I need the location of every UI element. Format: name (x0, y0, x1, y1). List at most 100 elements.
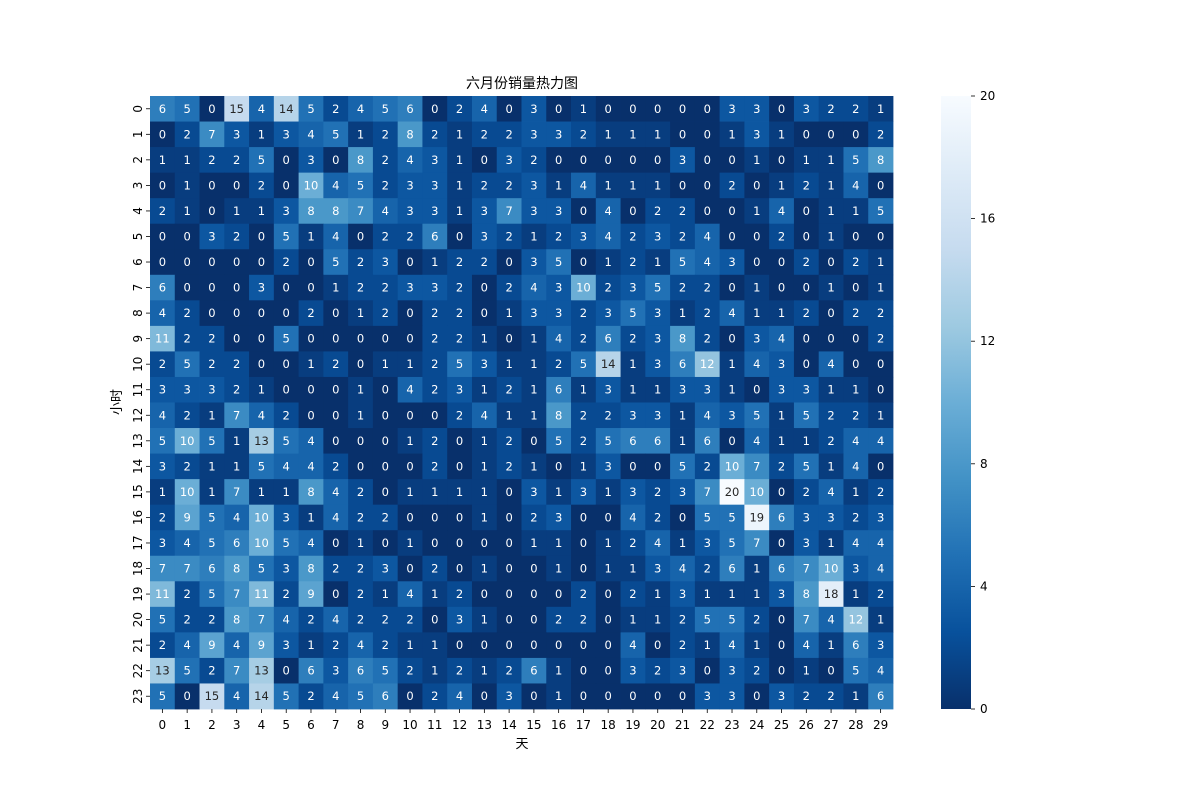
heatmap-cell (571, 325, 597, 352)
heatmap-cell-value: 1 (728, 127, 735, 141)
heatmap-cell-value: 1 (827, 204, 834, 218)
heatmap-cell (843, 683, 869, 710)
heatmap-cell-value: 2 (357, 510, 364, 524)
heatmap-cell-value: 0 (803, 204, 810, 218)
heatmap-cell-value: 1 (827, 638, 834, 652)
heatmap-cell-value: 0 (332, 408, 339, 422)
heatmap-cell (694, 274, 721, 301)
heatmap-cell (447, 530, 473, 557)
x-tick-label: 22 (700, 718, 715, 732)
heatmap-cell-value: 10 (576, 281, 591, 295)
heatmap-cell-value: 1 (629, 383, 636, 397)
heatmap-cell (249, 147, 275, 174)
heatmap-cell-value: 0 (332, 306, 339, 320)
heatmap-cell-value: 4 (530, 281, 537, 295)
heatmap-cell-value: 1 (307, 357, 314, 371)
x-tick-label: 7 (332, 718, 340, 732)
heatmap-cell-value: 11 (254, 587, 269, 601)
heatmap-cell (670, 504, 696, 531)
heatmap-cell-value: 0 (283, 306, 290, 320)
heatmap-cell-value: 5 (159, 613, 166, 627)
heatmap-cell-value: 2 (803, 306, 810, 320)
heatmap-cell (447, 479, 473, 506)
heatmap-cell-value: 2 (456, 102, 463, 116)
heatmap-cell (645, 657, 671, 684)
heatmap-cell-value: 6 (233, 536, 240, 550)
heatmap-cell-value: 0 (605, 153, 612, 167)
heatmap-cell-value: 2 (183, 587, 190, 601)
heatmap-cell-value: 0 (753, 178, 760, 192)
heatmap-cell (719, 453, 745, 480)
heatmap-cell-value: 2 (283, 408, 290, 422)
heatmap-cell (769, 606, 795, 633)
heatmap-cell-value: 3 (629, 281, 636, 295)
colorbar-tick-label: 4 (980, 579, 988, 593)
heatmap-cell-value: 5 (728, 613, 735, 627)
heatmap-cell (496, 376, 522, 403)
heatmap-cell (372, 581, 399, 608)
heatmap-cell (645, 581, 671, 608)
heatmap-cell-value: 3 (555, 127, 562, 141)
heatmap-cell-value: 1 (877, 255, 884, 269)
heatmap-cell (496, 300, 522, 327)
heatmap-cell (719, 479, 745, 506)
heatmap-cell (249, 249, 275, 276)
heatmap-cell (868, 198, 894, 225)
heatmap-cell (422, 504, 448, 531)
heatmap-cell-value: 5 (183, 102, 190, 116)
heatmap-cell (843, 325, 869, 352)
heatmap-cell-value: 2 (852, 102, 859, 116)
heatmap-cell-value: 4 (307, 459, 314, 473)
heatmap-cell-value: 2 (505, 178, 512, 192)
heatmap-cell (620, 172, 646, 199)
heatmap-cell (769, 325, 795, 352)
heatmap-cell-value: 8 (233, 562, 240, 576)
heatmap-cell-value: 6 (307, 664, 314, 678)
heatmap-cell-value: 4 (406, 587, 413, 601)
heatmap-cell-value: 0 (258, 255, 265, 269)
heatmap-cell-value: 2 (431, 434, 438, 448)
heatmap-cell-value: 1 (555, 485, 562, 499)
heatmap-cell (818, 172, 844, 199)
y-tick-label: 6 (131, 258, 145, 266)
heatmap-cell-value: 1 (406, 357, 413, 371)
heatmap-cell-value: 5 (307, 102, 314, 116)
heatmap-cell-value: 0 (827, 306, 834, 320)
heatmap-cell-value: 2 (332, 357, 339, 371)
heatmap-cell-value: 3 (505, 689, 512, 703)
heatmap-cell (620, 274, 646, 301)
heatmap-cell-value: 0 (357, 332, 364, 346)
heatmap-cell-value: 3 (580, 229, 587, 243)
heatmap-cell (174, 376, 200, 403)
heatmap-cell (769, 632, 795, 659)
heatmap-cell-value: 3 (456, 383, 463, 397)
heatmap-cell-value: 0 (580, 664, 587, 678)
heatmap-cell (422, 402, 448, 429)
heatmap-cell-value: 6 (852, 638, 859, 652)
heatmap-cell (843, 147, 869, 174)
heatmap-cell-value: 1 (827, 536, 834, 550)
heatmap-cell (595, 479, 621, 506)
heatmap-cell-value: 3 (679, 587, 686, 601)
heatmap-cell-value: 0 (704, 102, 711, 116)
heatmap-cell (571, 198, 597, 225)
heatmap-cell (273, 453, 299, 480)
heatmap-cell (868, 351, 894, 378)
heatmap-cell-value: 0 (283, 153, 290, 167)
heatmap-cell (719, 428, 745, 454)
heatmap-cell-value: 0 (481, 306, 488, 320)
heatmap-cell-value: 5 (159, 434, 166, 448)
heatmap-cell-value: 0 (555, 459, 562, 473)
heatmap-cell-value: 1 (852, 587, 859, 601)
heatmap-cell-value: 2 (456, 664, 463, 678)
heatmap-cell-value: 4 (679, 562, 686, 576)
heatmap-cell (571, 606, 597, 633)
heatmap-cell (422, 479, 448, 506)
heatmap-cell-value: 1 (357, 536, 364, 550)
heatmap-cell-value: 0 (382, 485, 389, 499)
heatmap-cell (348, 428, 374, 454)
heatmap-cell-value: 1 (258, 485, 265, 499)
heatmap-cell (397, 223, 423, 250)
heatmap-cell-value: 2 (505, 459, 512, 473)
heatmap-cell-value: 0 (555, 102, 562, 116)
